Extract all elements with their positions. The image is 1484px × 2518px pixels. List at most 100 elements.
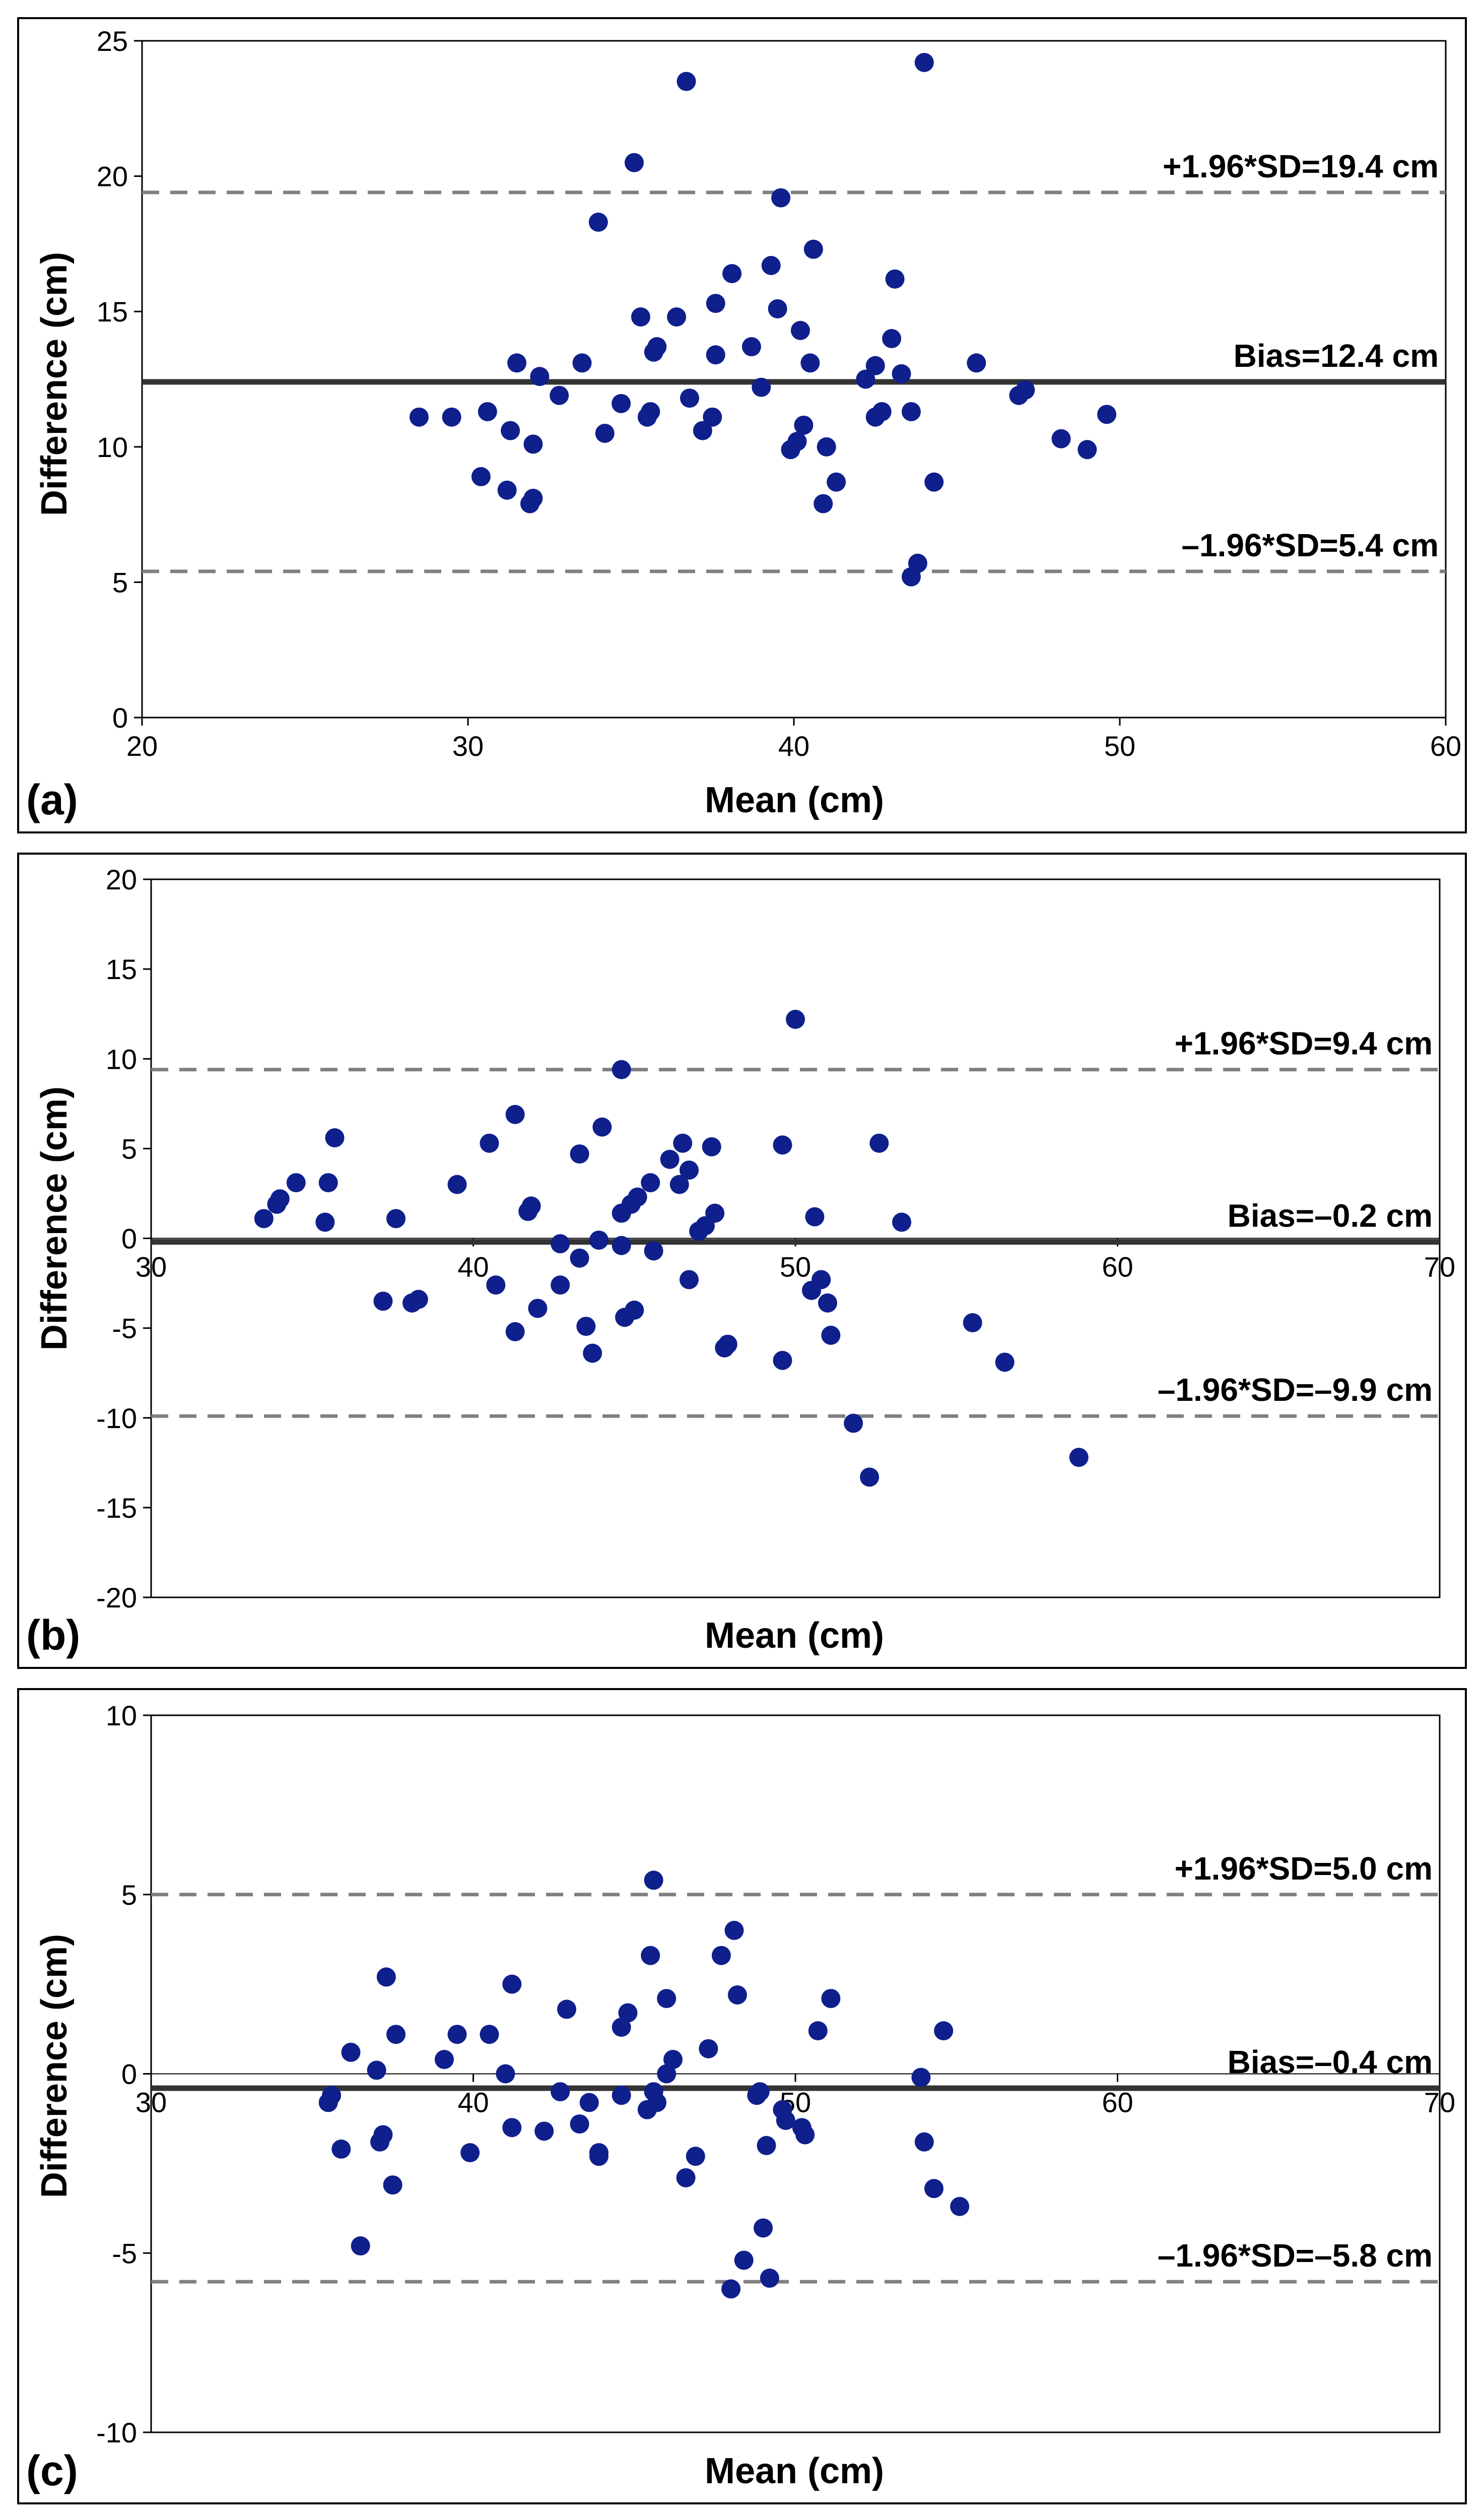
panel-b-x-tick-label: 60 [1102, 1251, 1133, 1283]
panel-a-data-point [1077, 440, 1097, 460]
panel-b: -20 -15 -10 -5 0 5 10 15 20 30 40 50 60 70 +1.96*SD=9.… [17, 853, 1467, 1669]
panel-a-data-point [856, 369, 875, 389]
panel-c-data-point [754, 2218, 773, 2238]
panel-b-y-tick-label: 5 [121, 1133, 137, 1165]
panel-a-data-point [612, 394, 631, 413]
panel-c-data-point [711, 1946, 731, 1965]
panel-c-y-axis-label: Difference (cm) [34, 1934, 75, 2198]
panel-b-reference-label: +1.96*SD=9.4 cm [1175, 1025, 1433, 1062]
panel-b-data-point [995, 1352, 1015, 1372]
panel-c-x-tick-label: 60 [1102, 2087, 1133, 2118]
panel-a-data-point [572, 353, 592, 373]
panel-c-y-tick-label: -10 [96, 2417, 137, 2448]
panel-c-data-point [496, 2064, 515, 2084]
panel-b-data-point [679, 1270, 699, 1289]
panel-b-data-point [963, 1313, 982, 1332]
panel-b-x-tick-label: 30 [136, 1251, 167, 1283]
panel-a-data-point [924, 472, 944, 492]
panel-b-data-point [718, 1334, 737, 1354]
panel-c-data-point [376, 1967, 396, 1987]
panel-b-data-point [844, 1413, 863, 1433]
panel-a-data-point [647, 337, 667, 357]
panel-b-data-point [570, 1144, 589, 1164]
panel-b-data-point [589, 1231, 609, 1250]
panel-c-data-point [644, 1870, 663, 1890]
panel-a-data-point [908, 553, 927, 573]
panel-b-data-point [486, 1275, 506, 1295]
panel-a-reference-label: Bias=12.4 cm [1234, 338, 1439, 374]
panel-a-data-point [478, 402, 497, 421]
panel-a-x-tick-label: 20 [126, 730, 158, 762]
panel-b-data-point [386, 1209, 406, 1229]
panel-c-data-point [934, 2021, 954, 2041]
panel-a-data-point [1016, 380, 1035, 400]
panel-c-data-point [924, 2179, 943, 2199]
panel-a-y-tick-label: 25 [97, 25, 128, 57]
panel-c-x-tick-label: 40 [457, 2087, 489, 2118]
panel-c-data-point [460, 2143, 480, 2163]
panel-c-data-point [447, 2025, 467, 2044]
panel-b-data-point [505, 1105, 525, 1124]
panel-a-data-point [641, 402, 660, 421]
panel-a-y-tick-label: 10 [97, 431, 128, 463]
panel-a-data-point [523, 488, 543, 508]
panel-c-data-point [795, 2125, 815, 2145]
panel-c-data-point [551, 2082, 570, 2102]
panel-a-data-point [800, 353, 820, 373]
panel-c-data-point [734, 2250, 754, 2270]
panel-a-data-point [501, 421, 520, 440]
panel-c-data-point [950, 2197, 970, 2216]
panel-b-label: (b) [26, 1611, 80, 1659]
panel-a-data-point [901, 402, 921, 421]
panel-a-data-point [471, 467, 491, 486]
panel-c-data-point [663, 2050, 683, 2070]
panel-a-data-point [882, 329, 902, 348]
panel-b-data-point [818, 1293, 837, 1313]
panel-b-data-point [860, 1467, 880, 1487]
panel-a-x-axis-label: Mean (cm) [705, 780, 884, 820]
panel-b-data-point [551, 1275, 570, 1295]
panel-b-data-point [447, 1175, 467, 1194]
panel-b-y-tick-label: -20 [96, 1582, 137, 1613]
panel-a-data-point [595, 423, 615, 443]
panel-c-data-point [686, 2147, 705, 2166]
panel-c-data-point [502, 2118, 522, 2138]
panel-c-data-point [570, 2114, 589, 2134]
panel-a-data-point [761, 255, 781, 275]
panel-a-data-point [631, 307, 650, 327]
panel-b-data-point [505, 1322, 525, 1341]
panel-a-data-point [865, 356, 885, 375]
panel-c-y-tick-label: -5 [112, 2237, 137, 2269]
panel-a-data-point [1097, 405, 1117, 424]
panel-a-data-point [771, 188, 791, 208]
panel-b-x-tick-label: 50 [780, 1251, 811, 1283]
panel-c-reference-label: –1.96*SD=–5.8 cm [1158, 2237, 1433, 2274]
panel-b-data-point [373, 1292, 393, 1311]
panel-c-data-point [367, 2060, 386, 2080]
panel-a-data-point [914, 52, 934, 72]
panel-a-x-tick-label: 30 [452, 730, 484, 762]
panel-b-data-point [773, 1350, 792, 1370]
panel-b-data-point [702, 1137, 721, 1156]
panel-a-data-point [693, 421, 712, 440]
panel-c-data-point [721, 2279, 741, 2299]
panel-c-data-point [383, 2175, 402, 2195]
panel-a-data-point [790, 320, 810, 340]
panel-c-data-point [589, 2147, 609, 2166]
panel-c-y-tick-label: 10 [106, 1700, 137, 1731]
panel-a-data-point [794, 415, 814, 435]
panel-a-data-point [550, 385, 569, 405]
panel-c-x-tick-label: 70 [1424, 2087, 1455, 2118]
panel-a-label: (a) [26, 776, 78, 823]
panel-b-data-point [892, 1212, 912, 1232]
panel-b-y-axis-label: Difference (cm) [34, 1086, 75, 1350]
panel-b-data-point [576, 1317, 596, 1336]
panel-a-data-point [530, 367, 550, 386]
panel-b-y-tick-label: -15 [96, 1492, 137, 1524]
panel-c-data-point [373, 2125, 393, 2145]
panel-c-data-point [641, 1946, 660, 1965]
panel-c-data-point [760, 2269, 779, 2288]
panel-c-data-point [776, 2110, 795, 2130]
panel-c-data-point [727, 1985, 747, 2005]
panel-c-y-tick-label: 5 [121, 1879, 137, 1911]
